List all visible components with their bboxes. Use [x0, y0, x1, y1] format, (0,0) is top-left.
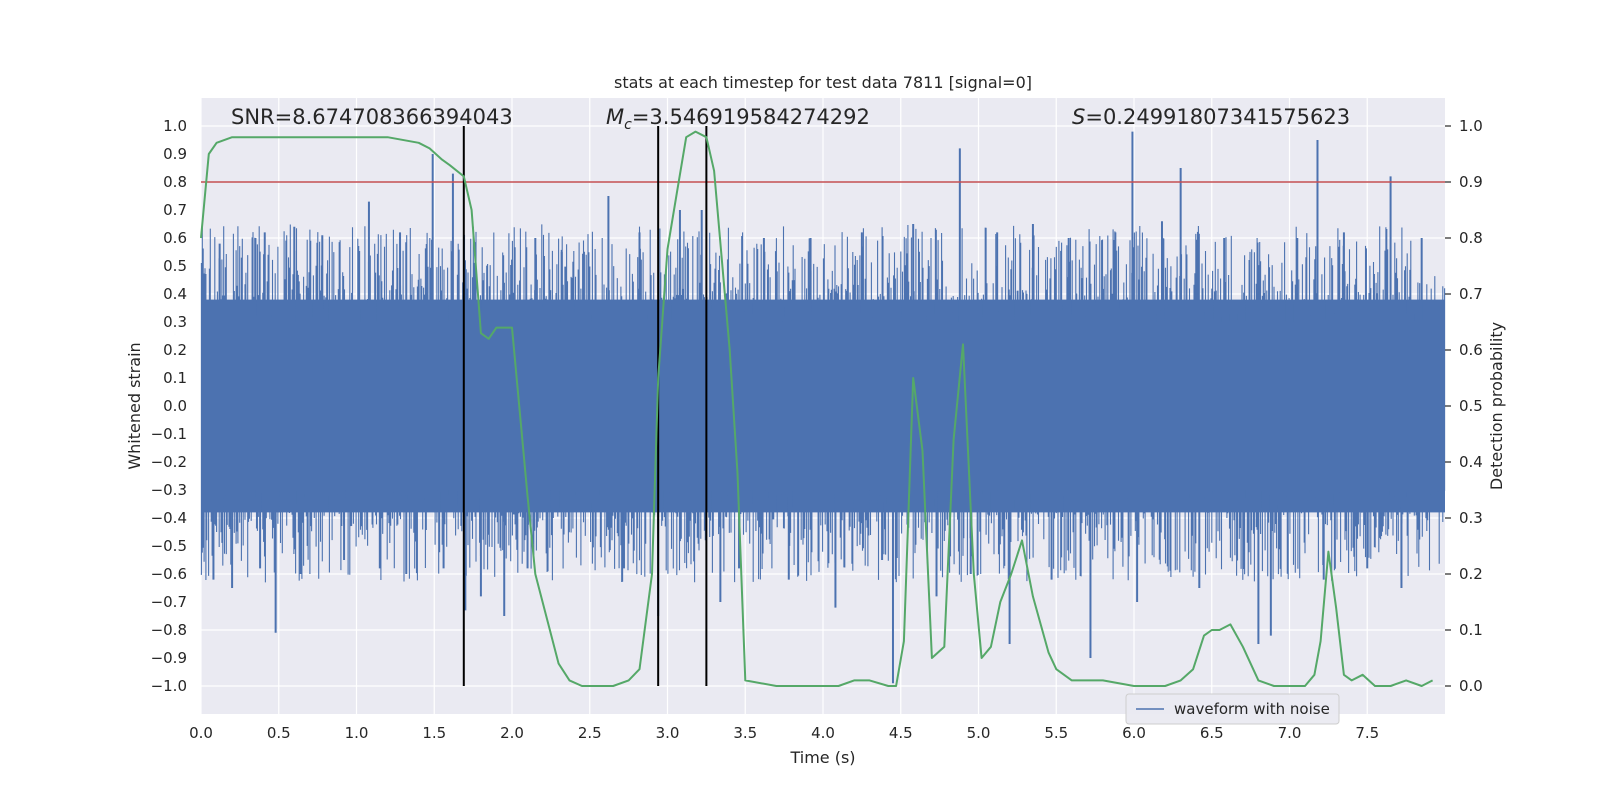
y-left-tick-label: −0.3 [151, 481, 187, 499]
y-left-tick-label: −1.0 [151, 677, 187, 695]
snr-annotation: SNR=8.674708366394043 [231, 105, 513, 129]
y-right-tick-label: 0.2 [1459, 565, 1483, 583]
waveform-trace [200, 224, 1446, 583]
spin-annotation: S=0.24991807341575623 [1072, 105, 1350, 129]
y-right-tick-label: 0.3 [1459, 509, 1483, 527]
y-left-tick-label: 0.2 [163, 341, 187, 359]
y-right-tick-label: 0.4 [1459, 453, 1483, 471]
x-axis-ticks: 0.0 0.5 1.0 1.5 2.0 2.5 3.0 3.5 4.0 4.5 5.0 5.5 6.0 6… [189, 724, 1379, 742]
y-left-tick-label: −0.5 [151, 537, 187, 555]
y-left-tick-label: −0.7 [151, 593, 187, 611]
spin-value: =0.24991807341575623 [1085, 105, 1350, 129]
y-right-tick-label: 0.7 [1459, 285, 1483, 303]
y-right-axis-title: Detection probability [1487, 322, 1506, 490]
x-axis-title: Time (s) [789, 748, 855, 767]
y-left-tick-label: −0.8 [151, 621, 187, 639]
x-tick-label: 4.0 [811, 724, 835, 742]
chirp-mass-annotation: Mc=3.546919584274292 [606, 105, 870, 133]
y-left-tick-label: 0.3 [163, 313, 187, 331]
y-left-tick-label: 0.5 [163, 257, 187, 275]
legend-label: waveform with noise [1174, 700, 1330, 718]
x-tick-label: 7.5 [1355, 724, 1379, 742]
y-left-tick-label: −0.6 [151, 565, 187, 583]
y-left-tick-label: 0.7 [163, 201, 187, 219]
y-left-tick-label: 0.0 [163, 397, 187, 415]
x-tick-label: 6.0 [1122, 724, 1146, 742]
y-left-tick-label: 1.0 [163, 117, 187, 135]
x-tick-label: 7.0 [1278, 724, 1302, 742]
chirp-mass-symbol: M [606, 105, 624, 129]
legend-box [1125, 693, 1340, 725]
y-left-tick-label: −0.9 [151, 649, 187, 667]
y-right-tick-label: 1.0 [1459, 117, 1483, 135]
y-left-tick-label: 0.6 [163, 229, 187, 247]
x-tick-label: 1.0 [345, 724, 369, 742]
waveform-series [200, 131, 1446, 684]
y-left-tick-label: −0.4 [151, 509, 187, 527]
y-left-axis-title: Whitened strain [125, 342, 144, 469]
y-left-tick-label: 0.9 [163, 145, 187, 163]
y-right-tick-label: 0.5 [1459, 397, 1483, 415]
y-right-tick-label: 0.6 [1459, 341, 1483, 359]
x-tick-label: 3.0 [656, 724, 680, 742]
legend: waveform with noise [1125, 693, 1340, 725]
y-left-tick-label: −0.1 [151, 425, 187, 443]
x-tick-label: 0.5 [267, 724, 291, 742]
x-tick-label: 6.5 [1200, 724, 1224, 742]
x-tick-label: 0.0 [189, 724, 213, 742]
x-tick-label: 2.5 [578, 724, 602, 742]
y-left-tick-label: 0.4 [163, 285, 187, 303]
y-left-tick-label: 0.1 [163, 369, 187, 387]
y-right-tick-label: 0.8 [1459, 229, 1483, 247]
chart-title: stats at each timestep for test data 781… [614, 73, 1032, 92]
x-tick-label: 1.5 [422, 724, 446, 742]
spin-symbol: S [1072, 105, 1085, 129]
x-tick-label: 2.0 [500, 724, 524, 742]
detection-probability-line [200, 130, 1434, 687]
y-right-tick-label: 0.1 [1459, 621, 1483, 639]
y-left-axis-ticks: 1.0 0.9 0.8 0.7 0.6 0.5 0.4 0.3 0.2 0.1 0.0 −0.1 −0.… [151, 117, 187, 695]
y-right-axis-ticks: 1.0 0.9 0.8 0.7 0.6 0.5 0.4 0.3 0.2 0.1 0.0 [1445, 117, 1483, 695]
chirp-mass-subscript: c [624, 117, 632, 133]
x-tick-label: 5.0 [967, 724, 991, 742]
y-left-tick-label: −0.2 [151, 453, 187, 471]
x-tick-label: 4.5 [889, 724, 913, 742]
y-right-tick-label: 0.9 [1459, 173, 1483, 191]
x-tick-label: 3.5 [733, 724, 757, 742]
detection-probability-series [200, 130, 1434, 687]
y-left-tick-label: 0.8 [163, 173, 187, 191]
y-right-tick-label: 0.0 [1459, 677, 1483, 695]
chirp-mass-value: =3.546919584274292 [632, 105, 870, 129]
x-tick-label: 5.5 [1044, 724, 1068, 742]
